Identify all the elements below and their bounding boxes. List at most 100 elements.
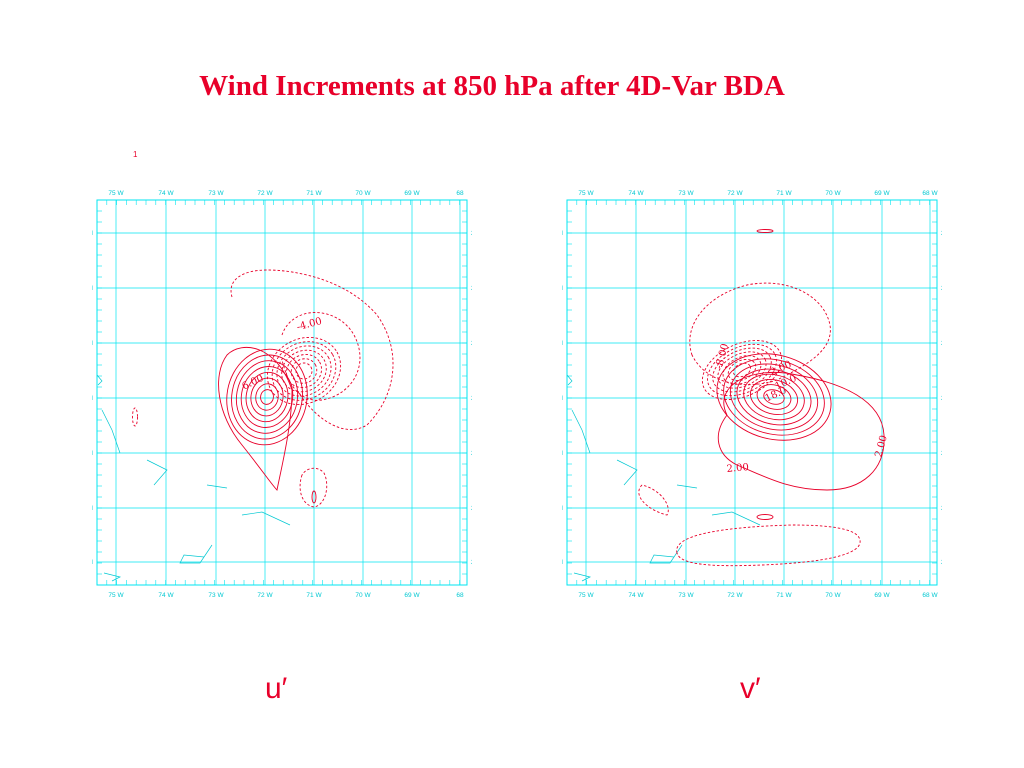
lon-label-bottom: 71 W	[776, 592, 792, 599]
frame-ticks	[566, 199, 937, 586]
contour-line	[290, 358, 318, 384]
coast-segment	[101, 409, 121, 454]
coast-segment	[676, 484, 698, 489]
lat-label-left: 23 N	[92, 450, 93, 457]
lon-label-top: 71 W	[776, 190, 792, 197]
coast-segment	[649, 544, 683, 564]
lat-label-left: 27 N	[562, 230, 563, 237]
lat-label-left: 24 N	[92, 395, 93, 402]
contour-line	[756, 514, 774, 520]
lon-label-top: 74 W	[158, 190, 174, 197]
lon-label-bottom: 73 W	[678, 592, 694, 599]
lon-label-top: 72 W	[727, 190, 743, 197]
contour-label: 2.00	[726, 462, 749, 475]
lon-label-bottom: 70 W	[355, 592, 371, 599]
contour-line	[255, 383, 279, 411]
corner-mark: 1	[133, 150, 138, 159]
lat-label-left: 21 N	[562, 559, 563, 566]
u-map-svg: 75 W 75 W 74 W 74 W 73 W 73 W 72 W 72 W 71 W 71 W…	[92, 190, 472, 599]
lat-label-right: 27 N	[941, 230, 942, 237]
lat-label-right: 26 N	[471, 285, 472, 292]
lon-label-bottom: 69 W	[404, 592, 420, 599]
lon-label-top: 69 W	[874, 190, 890, 197]
contour-line	[732, 362, 752, 378]
lat-label-left: 25 N	[562, 340, 563, 347]
contour-line	[701, 340, 783, 400]
lat-label-right: 25 N	[471, 340, 472, 347]
contour-label: 18.0	[764, 385, 789, 404]
lon-label-bottom: 69 W	[874, 592, 890, 599]
lat-label-right: 21 N	[941, 559, 942, 566]
contour-label: -8.00	[714, 343, 731, 371]
map-frame	[96, 199, 468, 586]
contour-line	[235, 360, 299, 434]
contour-line	[286, 354, 322, 388]
coast-segment	[571, 409, 591, 454]
contour-line	[717, 371, 885, 491]
contour-line	[230, 269, 394, 430]
contour-line	[250, 377, 284, 417]
coast-segment	[146, 459, 168, 486]
contour-line	[716, 353, 832, 441]
contour-line	[260, 389, 274, 405]
v-map-svg: 75 W 75 W 74 W 74 W 73 W 73 W 72 W 72 W 71 W 71 W…	[562, 190, 942, 599]
contour-line	[712, 347, 772, 393]
coastline-fragments	[96, 374, 291, 582]
contour-label: -4.00	[296, 316, 324, 333]
lat-label-right: 26 N	[941, 285, 942, 292]
contour-line	[756, 229, 774, 233]
lon-label-top: 73 W	[678, 190, 694, 197]
coast-segment	[179, 544, 213, 564]
caption-u: u′	[265, 672, 288, 705]
contour-line	[729, 363, 819, 431]
contour-line	[281, 349, 327, 393]
lat-label-left: 25 N	[92, 340, 93, 347]
lon-label-top: 68	[456, 190, 464, 197]
page-title: Wind Increments at 850 hPa after 4D-Var …	[199, 70, 785, 102]
contour-line	[749, 378, 799, 416]
contour-line	[311, 490, 317, 504]
coast-segment	[573, 572, 592, 582]
contour-line	[266, 336, 342, 406]
lat-label-left: 27 N	[92, 230, 93, 237]
contour-line	[736, 368, 812, 426]
lon-label-bottom: 68	[456, 592, 464, 599]
coast-segment	[241, 511, 291, 526]
coast-segment	[616, 459, 638, 486]
contour-line	[723, 358, 825, 436]
contour-line	[689, 282, 831, 386]
lon-label-bottom: 72 W	[727, 592, 743, 599]
coast-segment	[206, 484, 228, 489]
lon-label-bottom: 75 W	[578, 592, 594, 599]
contour-label: 2.00	[873, 434, 889, 458]
contour-line	[722, 355, 762, 385]
frame-ticks	[96, 199, 467, 586]
contour-line	[245, 371, 289, 423]
contour-line	[717, 351, 767, 389]
lat-label-right: 24 N	[941, 395, 942, 402]
lat-label-right: 27 N	[471, 230, 472, 237]
contour-line	[638, 484, 669, 516]
coast-segment	[103, 572, 122, 582]
contour-line	[743, 373, 805, 421]
lat-label-right: 24 N	[471, 395, 472, 402]
lat-label-left: 26 N	[562, 285, 563, 292]
contour-line	[676, 524, 861, 567]
lon-label-top: 71 W	[306, 190, 322, 197]
coast-segment	[711, 511, 761, 526]
lon-label-top: 68 W	[922, 190, 938, 197]
lat-label-right: 25 N	[941, 340, 942, 347]
lat-label-left: 22 N	[92, 505, 93, 512]
contour-line	[231, 354, 303, 440]
lon-label-top: 75 W	[578, 190, 594, 197]
lat-label-left: 22 N	[562, 505, 563, 512]
contour-line	[727, 358, 757, 382]
contour-line	[226, 348, 308, 446]
map-frame	[566, 199, 938, 586]
lat-label-right: 22 N	[941, 505, 942, 512]
lon-label-top: 73 W	[208, 190, 224, 197]
lon-label-top: 74 W	[628, 190, 644, 197]
coast-segment	[96, 374, 103, 386]
lon-label-bottom: 75 W	[108, 592, 124, 599]
coast-segment	[566, 374, 573, 386]
